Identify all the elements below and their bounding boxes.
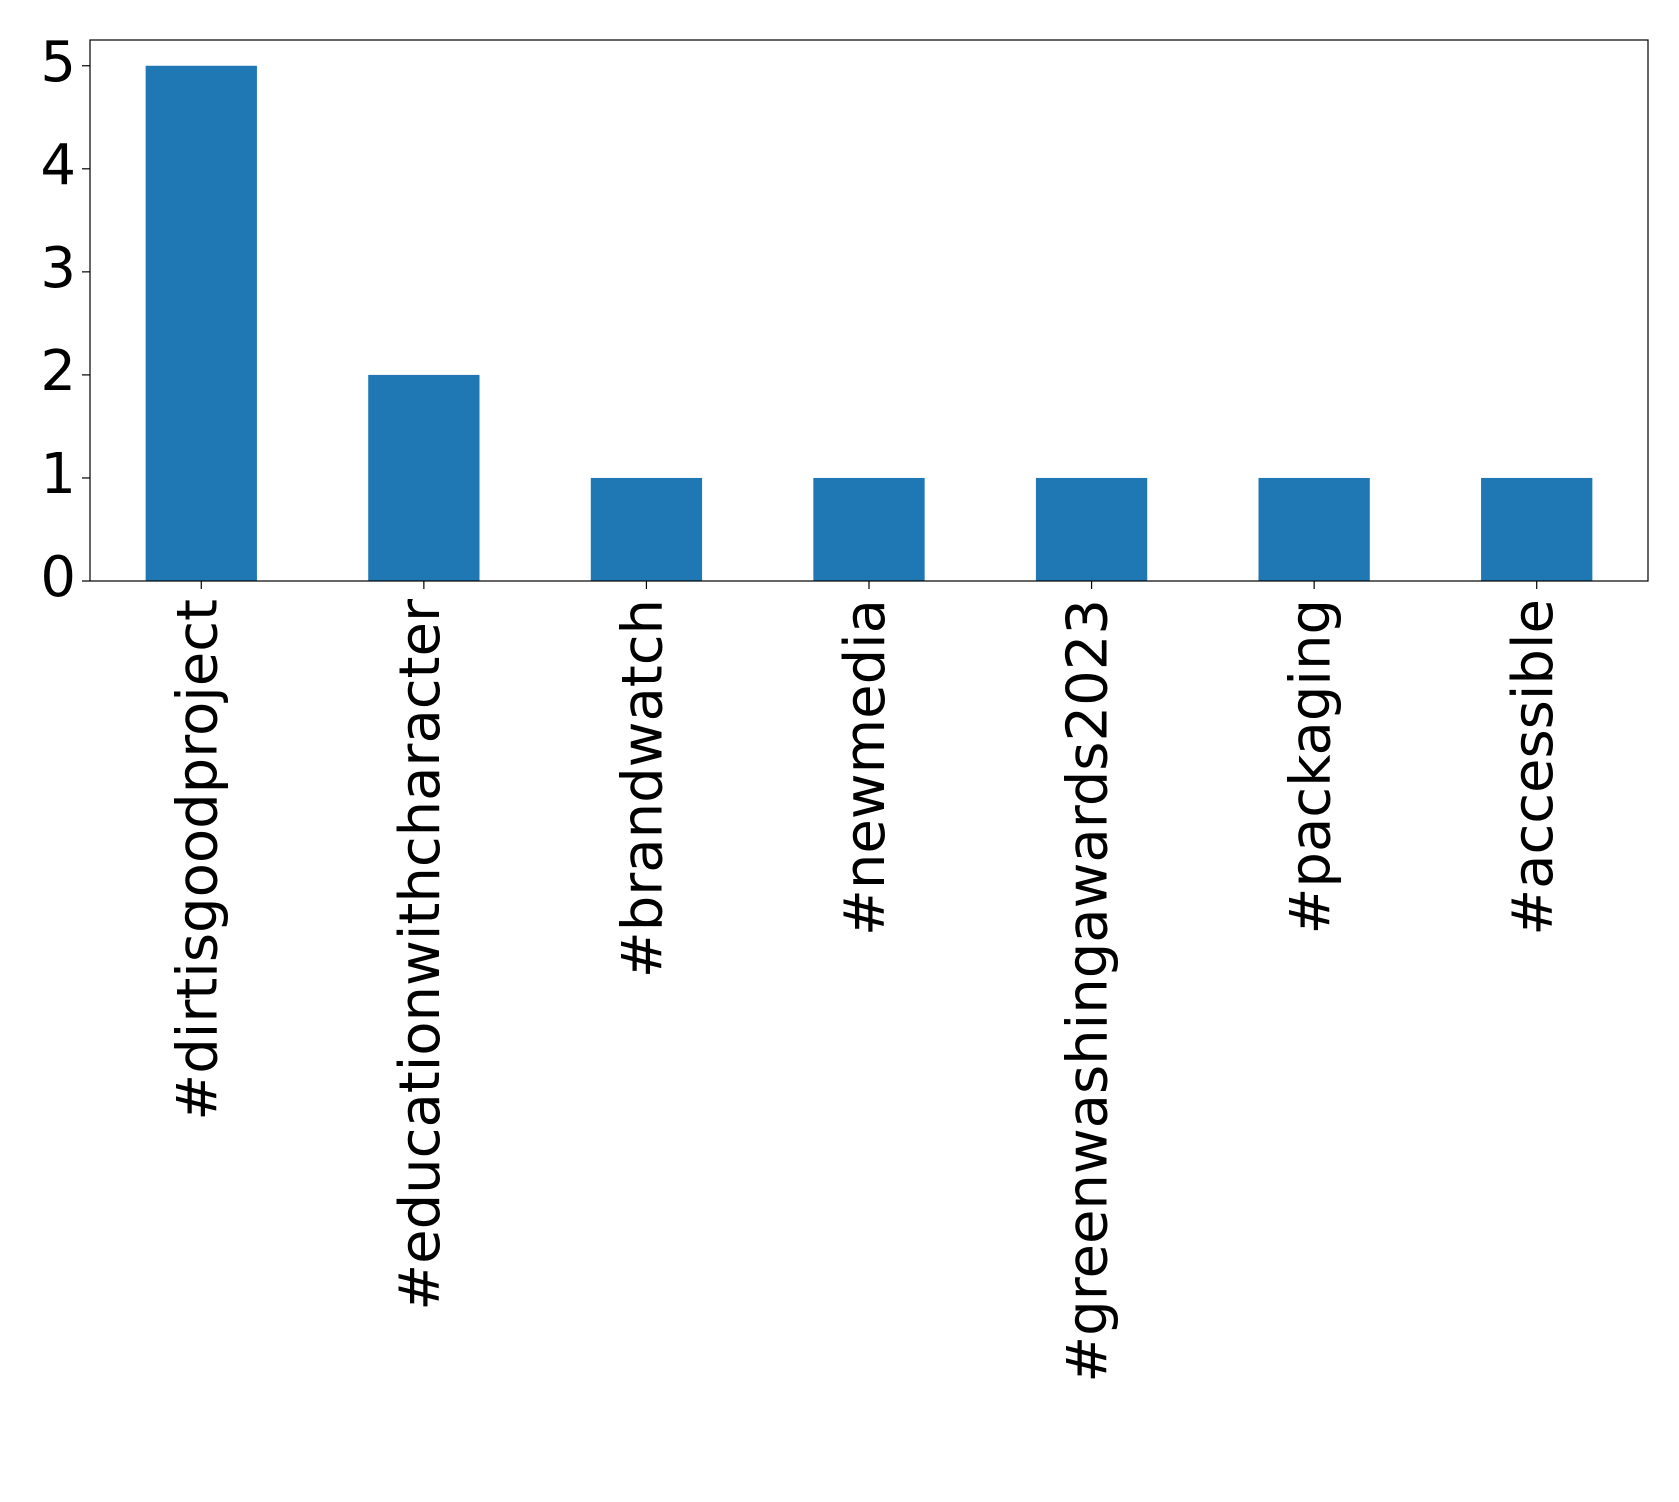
x-tick-label: #accessible	[1501, 599, 1566, 936]
x-tick-label: #newmedia	[833, 599, 898, 936]
bar	[368, 374, 480, 581]
bar	[1258, 477, 1370, 581]
y-tick-label: 1	[40, 442, 76, 507]
x-tick-label: #brandwatch	[611, 599, 676, 978]
bar	[590, 477, 703, 581]
y-tick-label: 0	[40, 545, 76, 610]
x-tick-label: #dirtisgoodproject	[165, 599, 230, 1121]
y-tick-label: 3	[40, 236, 76, 301]
x-tick-label: #greenwashingawards2023	[1056, 599, 1121, 1383]
x-tick-label: #educationwithcharacter	[388, 598, 453, 1311]
bar	[813, 477, 925, 581]
y-tick-label: 5	[40, 30, 76, 95]
y-tick-label: 2	[40, 339, 76, 404]
y-tick-label: 4	[40, 133, 76, 198]
bar	[1481, 477, 1593, 581]
plot-frame	[89, 39, 1649, 582]
bar	[1035, 477, 1148, 581]
bar	[145, 65, 257, 581]
x-tick-label: #packaging	[1278, 599, 1343, 934]
